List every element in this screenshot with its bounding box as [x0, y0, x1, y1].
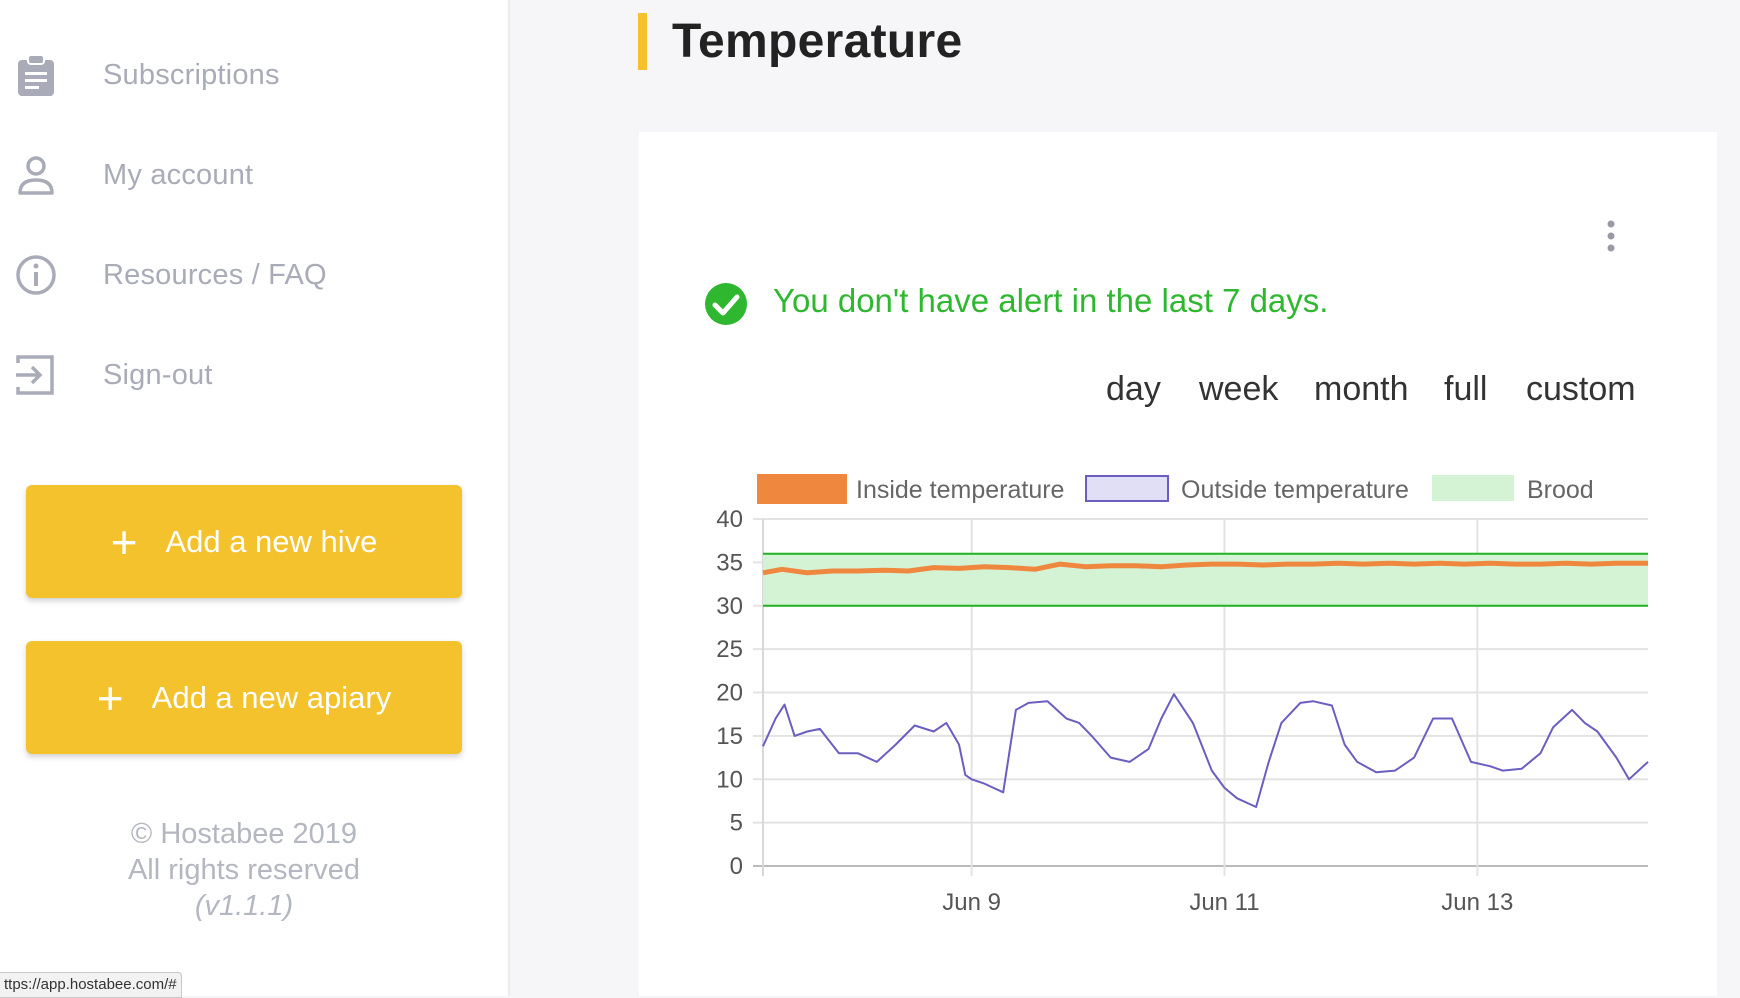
chart-card [639, 132, 1717, 996]
plus-icon: + [110, 515, 138, 568]
rights-reserved: All rights reserved [127, 854, 361, 886]
more-options-icon[interactable] [1596, 216, 1626, 256]
add-apiary-button[interactable]: + Add a new apiary [26, 641, 462, 754]
sign-out-icon [16, 355, 54, 395]
add-apiary-label: Add a new apiary [151, 679, 392, 715]
sidebar-item-my-account[interactable]: My account [0, 145, 480, 205]
sidebar-item-label: Resources / FAQ [103, 258, 327, 291]
info-icon [16, 255, 56, 295]
check-circle-icon [705, 283, 747, 325]
title-accent-bar [638, 13, 647, 70]
version: (v1.1.1) [194, 890, 294, 922]
copyright: © Hostabee 2019 [130, 818, 358, 850]
sidebar: Subscriptions My account Resources / FAQ… [0, 0, 510, 996]
sidebar-item-sign-out[interactable]: Sign-out [0, 345, 480, 405]
page-title: Temperature [672, 15, 963, 68]
range-custom-button[interactable]: custom [1526, 370, 1636, 408]
sidebar-item-subscriptions[interactable]: Subscriptions [0, 45, 480, 105]
range-week-button[interactable]: week [1199, 370, 1279, 408]
add-hive-label: Add a new hive [165, 523, 378, 559]
add-hive-button[interactable]: + Add a new hive [26, 485, 462, 598]
alert-message: You don't have alert in the last 7 days. [773, 282, 1329, 319]
user-icon [18, 156, 54, 195]
sidebar-item-resources-faq[interactable]: Resources / FAQ [0, 245, 480, 305]
sidebar-item-label: My account [103, 158, 254, 191]
footer: © Hostabee 2019 All rights reserved (v1.… [0, 816, 488, 924]
status-bar-url: ttps://app.hostabee.com/# [0, 972, 182, 998]
range-month-button[interactable]: month [1314, 370, 1409, 408]
plus-icon: + [96, 671, 124, 724]
range-full-button[interactable]: full [1444, 370, 1488, 408]
range-day-button[interactable]: day [1106, 370, 1161, 408]
sidebar-item-label: Subscriptions [103, 58, 280, 91]
sidebar-item-label: Sign-out [103, 358, 213, 391]
clipboard-icon [18, 54, 54, 96]
